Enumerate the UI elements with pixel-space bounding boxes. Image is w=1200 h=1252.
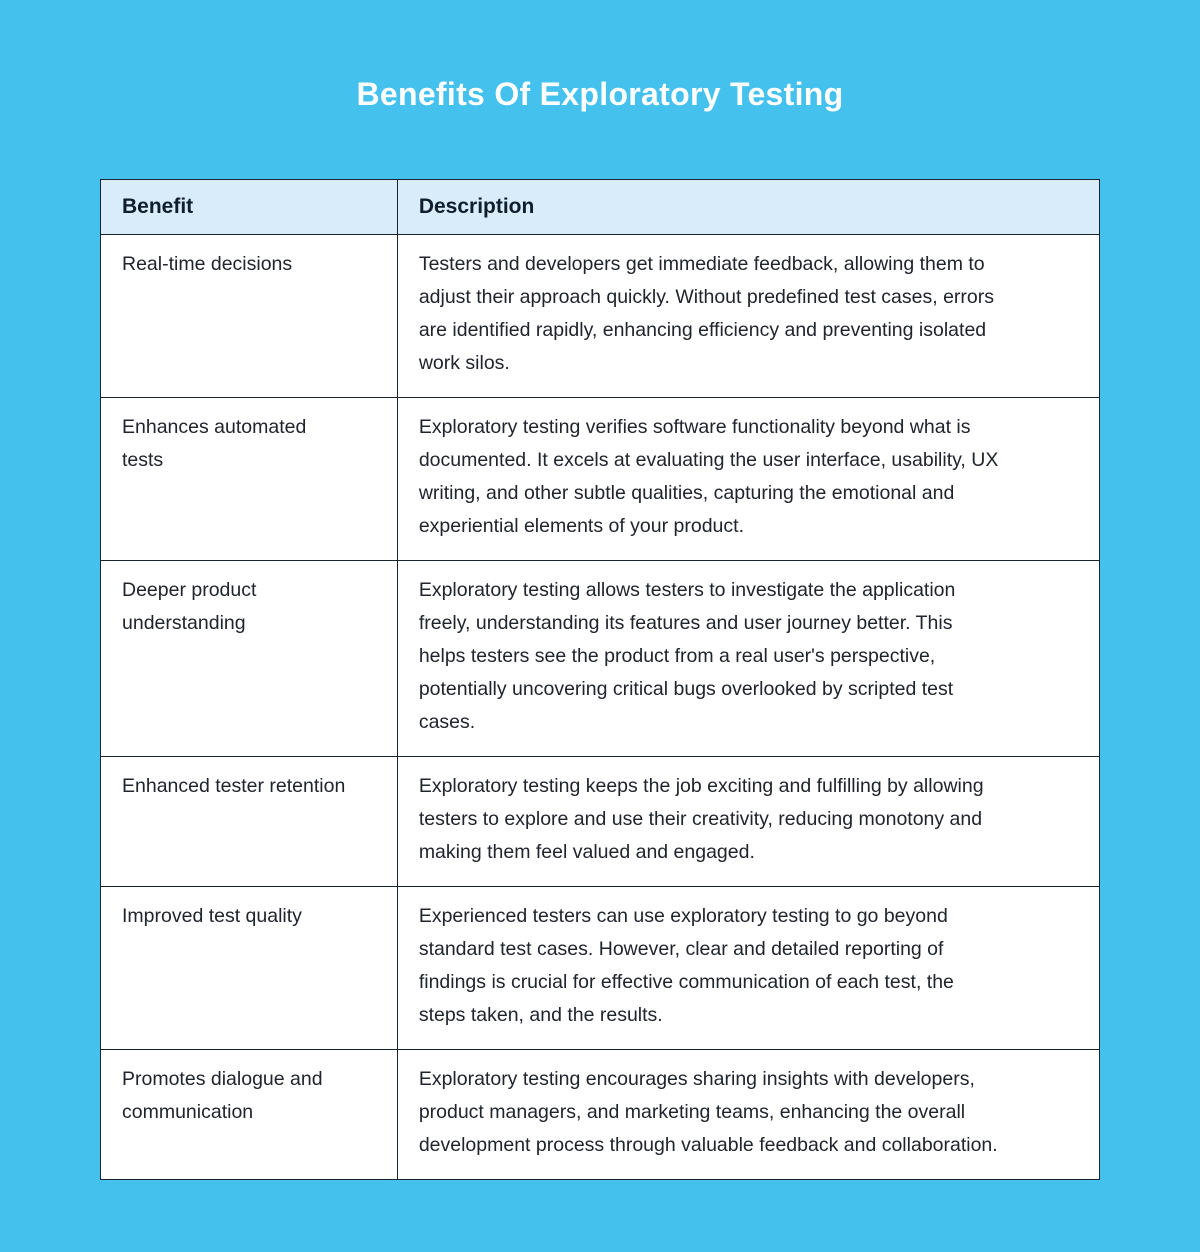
- benefit-cell: Enhances automated tests: [100, 397, 398, 561]
- benefit-cell: Improved test quality: [100, 886, 398, 1050]
- table-row: Enhanced tester retention Exploratory te…: [100, 756, 1101, 887]
- table-row: Promotes dialogue and communication Expl…: [100, 1049, 1101, 1180]
- description-cell: Experienced testers can use exploratory …: [396, 886, 1101, 1050]
- benefit-cell: Deeper product understanding: [100, 560, 398, 757]
- description-cell: Testers and developers get immediate fee…: [396, 234, 1101, 398]
- benefits-table: Benefit Description Real-time decisions …: [100, 179, 1101, 1180]
- table-row: Improved test quality Experienced tester…: [100, 886, 1101, 1050]
- table-row: Deeper product understanding Exploratory…: [100, 560, 1101, 757]
- description-cell: Exploratory testing keeps the job exciti…: [396, 756, 1101, 887]
- table-header-row: Benefit Description: [100, 179, 1101, 235]
- column-header-benefit: Benefit: [100, 179, 398, 235]
- description-cell: Exploratory testing allows testers to in…: [396, 560, 1101, 757]
- description-cell: Exploratory testing encourages sharing i…: [396, 1049, 1101, 1180]
- column-header-description: Description: [396, 179, 1101, 235]
- benefit-cell: Real-time decisions: [100, 234, 398, 398]
- table-row: Enhances automated tests Exploratory tes…: [100, 397, 1101, 561]
- table-row: Real-time decisions Testers and develope…: [100, 234, 1101, 398]
- benefit-cell: Enhanced tester retention: [100, 756, 398, 887]
- description-cell: Exploratory testing verifies software fu…: [396, 397, 1101, 561]
- page-title: Benefits Of Exploratory Testing: [356, 76, 844, 112]
- benefit-cell: Promotes dialogue and communication: [100, 1049, 398, 1180]
